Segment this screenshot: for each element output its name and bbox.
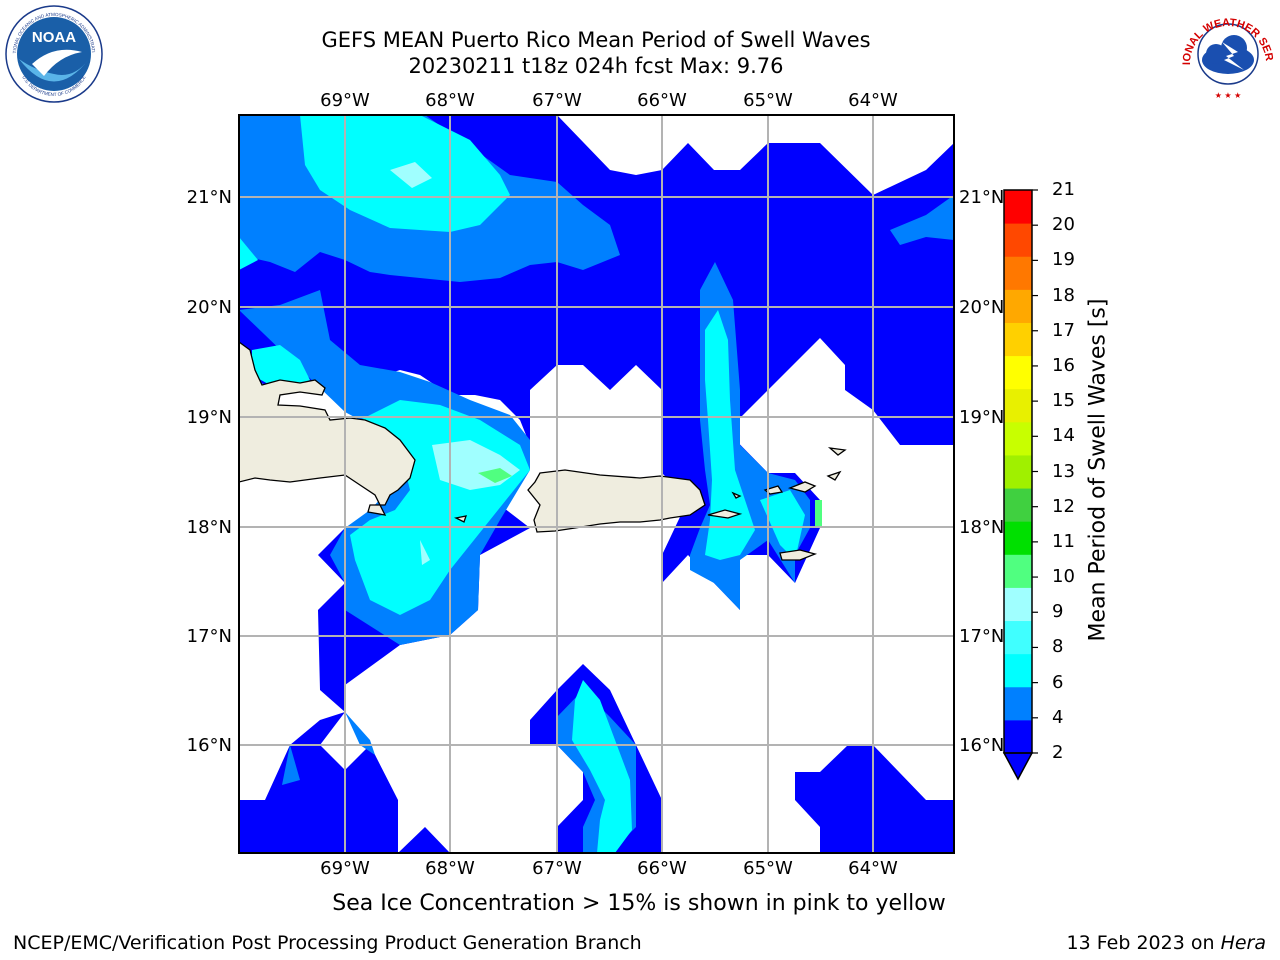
footer-date: 13 Feb 2023 on Hera [1067,932,1266,954]
lat-label-right: 17°N [959,626,1004,647]
colorbar-tick-label: 21 [1052,179,1075,200]
colorbar-bin [1004,686,1032,721]
colorbar-tick-label: 4 [1052,706,1064,728]
footer-date-text: 13 Feb 2023 on [1066,932,1215,954]
lon-label-bottom: 69°W [320,858,370,879]
lat-label-left: 20°N [187,297,232,318]
noaa-logo-icon: NOAA NATIONAL OCEANIC AND ATMOSPHERIC AD… [4,4,103,103]
land-masses [239,341,847,561]
noaa-logo-text: NOAA [32,29,76,46]
colorbar-bin [1004,322,1032,357]
colorbar-bin [1004,355,1032,390]
colorbar-tick-label: 16 [1052,354,1075,376]
colorbar-bin [1004,454,1032,489]
colorbar-tick-label: 13 [1052,460,1075,482]
lon-label-bottom: 67°W [532,858,582,879]
sea-ice-caption: Sea Ice Concentration > 15% is shown in … [332,891,946,916]
colorbar-bin [1004,256,1032,290]
lon-label-bottom: 65°W [743,858,793,879]
nws-logo-icon: NATIONAL WEATHER SERVICE ★ ★ ★ [1176,4,1275,100]
colorbar-bin [1004,554,1032,588]
colorbar-tick-label: 17 [1052,319,1075,341]
colorbar-bin [1004,388,1032,423]
lon-label-bottom: 68°W [425,858,475,879]
footer-credit: NCEP/EMC/Verification Post Processing Pr… [13,932,642,954]
swell-9-10s-region [478,468,822,528]
colorbar-bin [1004,620,1032,655]
colorbar-tick-label: 9 [1052,601,1064,623]
lat-label-left: 21°N [187,187,232,208]
colorbar-tick-label: 18 [1052,284,1075,306]
colorbar-bin [1004,719,1032,754]
colorbar-bin [1004,421,1032,456]
colorbar-bin [1004,587,1032,622]
map-subtitle: 20230211 t18z 024h fcst Max: 9.76 [408,54,784,78]
colorbar-bin [1004,289,1032,323]
lon-label-top: 64°W [848,90,898,111]
colorbar-tick-label: 11 [1052,530,1075,552]
colorbar-title: Mean Period of Swell Waves [s] [1085,298,1111,642]
colorbar-bin [1004,223,1032,257]
lat-label-left: 17°N [187,626,232,647]
map-frame [238,114,955,854]
colorbar-extend-arrow [1002,752,1034,781]
colorbar [1002,189,1038,781]
colorbar-tick-label: 14 [1052,425,1075,447]
lat-label-left: 19°N [187,407,232,428]
lat-label-right: 20°N [959,297,1004,318]
lat-label-right: 19°N [959,407,1004,428]
lon-label-bottom: 66°W [637,858,687,879]
colorbar-tick-label: 20 [1052,214,1075,236]
map-gridlines [239,115,954,853]
lat-label-right: 21°N [959,187,1004,208]
lat-label-right: 18°N [959,517,1004,538]
colorbar-tick-label: 12 [1052,495,1075,517]
lat-label-left: 16°N [187,735,232,756]
colorbar-bin [1004,190,1032,224]
colorbar-tick-label: 19 [1052,249,1075,271]
colorbar-tick-label: 6 [1052,671,1064,693]
colorbar-tick-label: 15 [1052,390,1075,412]
lon-label-top: 67°W [532,90,582,111]
colorbar-tick-label: 2 [1052,742,1064,763]
lon-label-top: 69°W [320,90,370,111]
lat-label-left: 18°N [187,517,232,538]
lat-label-right: 16°N [959,735,1004,756]
lon-label-top: 68°W [425,90,475,111]
colorbar-bin [1004,521,1032,555]
footer-host: Hera [1220,932,1266,954]
svg-text:★ ★ ★: ★ ★ ★ [1215,91,1242,100]
lon-label-bottom: 64°W [848,858,898,879]
colorbar-bin [1004,488,1032,522]
lon-label-top: 65°W [743,90,793,111]
colorbar-bin [1004,653,1032,688]
lon-label-top: 66°W [637,90,687,111]
colorbar-tick-label: 8 [1052,636,1064,658]
map-title: GEFS MEAN Puerto Rico Mean Period of Swe… [321,28,871,52]
colorbar-tick-label: 10 [1052,566,1075,588]
